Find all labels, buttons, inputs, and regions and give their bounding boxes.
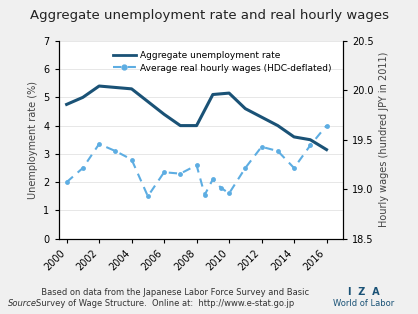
Text: Aggregate unemployment rate and real hourly wages: Aggregate unemployment rate and real hou…: [30, 9, 388, 22]
Text: Source:: Source:: [8, 299, 40, 308]
Y-axis label: Hourly wages (hundred JPY in 2011): Hourly wages (hundred JPY in 2011): [379, 52, 389, 227]
Y-axis label: Unemployment rate (%): Unemployment rate (%): [28, 81, 38, 199]
Text: I  Z  A: I Z A: [348, 287, 380, 297]
Text: World of Labor: World of Labor: [333, 299, 394, 308]
Text: Based on data from the Japanese Labor Force Survey and Basic
Survey of Wage Stru: Based on data from the Japanese Labor Fo…: [36, 288, 308, 308]
Legend: Aggregate unemployment rate, Average real hourly wages (HDC-deflated): Aggregate unemployment rate, Average rea…: [110, 47, 335, 76]
